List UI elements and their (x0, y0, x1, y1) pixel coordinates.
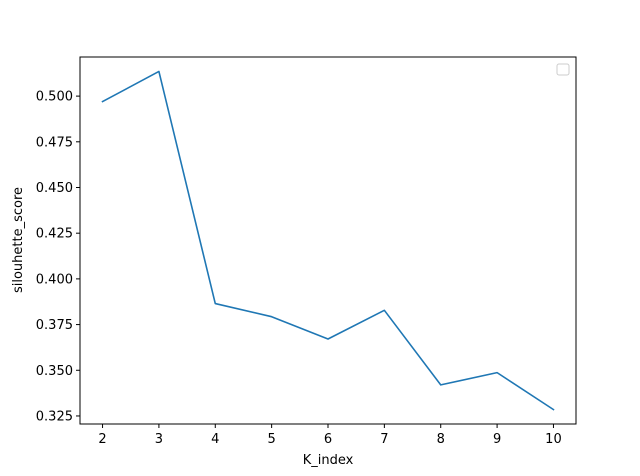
x-tick-label: 4 (211, 432, 219, 447)
x-tick-label: 2 (98, 432, 106, 447)
y-tick-label: 0.475 (36, 135, 73, 150)
plot-area (80, 57, 576, 424)
x-tick-label: 5 (267, 432, 275, 447)
y-tick-label: 0.400 (36, 272, 73, 287)
x-axis-label: K_index (303, 453, 354, 468)
y-tick-label: 0.325 (36, 409, 73, 424)
x-tick-label: 3 (155, 432, 163, 447)
x-tick-label: 9 (493, 432, 501, 447)
plot-frame (79, 56, 577, 425)
y-tick-label: 0.350 (36, 364, 73, 379)
x-tick-label: 7 (380, 432, 388, 447)
y-axis-ticks: 0.325 0.350 0.375 0.400 0.425 0.450 0.475 0.500 (36, 90, 80, 424)
y-axis-label: silouhette_score (11, 187, 26, 293)
y-tick-label: 0.425 (36, 227, 73, 242)
legend-box (556, 63, 570, 76)
x-tick-label: 6 (324, 432, 332, 447)
y-tick-label: 0.450 (36, 181, 73, 196)
y-tick-label: 0.500 (36, 90, 73, 105)
y-tick-label: 0.375 (36, 318, 73, 333)
x-tick-label: 10 (545, 432, 562, 447)
x-axis-ticks: 2 3 4 5 6 7 8 9 10 (98, 424, 562, 447)
series-layer (101, 70, 555, 411)
series-line-0 (101, 70, 555, 411)
x-tick-label: 8 (437, 432, 445, 447)
